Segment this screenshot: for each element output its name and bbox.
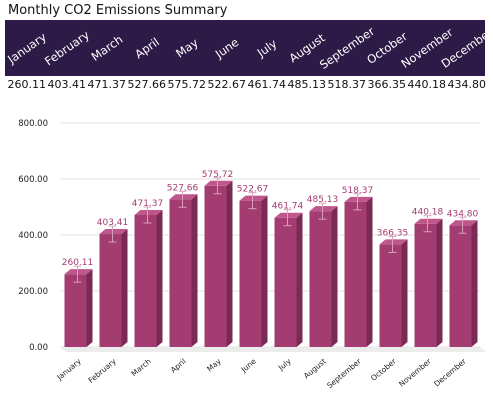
- table-value-june: 522.67: [207, 78, 247, 91]
- bar-side: [191, 194, 198, 347]
- bar-side: [471, 220, 478, 347]
- y-tick-label: 400.00: [18, 231, 48, 241]
- x-tick-label: March: [129, 356, 152, 378]
- data-label: 434.80: [447, 209, 479, 219]
- data-label: 366.35: [377, 228, 409, 238]
- table-value-april: 527.66: [127, 78, 167, 91]
- data-label: 522.67: [237, 185, 269, 195]
- bar-top: [64, 269, 93, 275]
- bar: [239, 200, 262, 347]
- x-tick-label: September: [325, 356, 363, 390]
- bar-top: [99, 229, 128, 235]
- table-value-october: 366.35: [367, 78, 407, 91]
- data-label: 485.13: [307, 195, 339, 205]
- table-value-january: 260.11: [7, 78, 47, 91]
- bar-top: [344, 196, 373, 202]
- table-value-august: 485.13: [287, 78, 327, 91]
- bar-side: [156, 210, 163, 347]
- bar-top: [379, 239, 408, 245]
- bar-side: [121, 229, 128, 347]
- bar-side: [331, 206, 338, 347]
- bar-top: [309, 206, 338, 212]
- bar: [274, 217, 297, 347]
- data-label: 260.11: [62, 258, 94, 268]
- bar: [414, 223, 437, 347]
- bar: [344, 201, 367, 347]
- bar-top: [239, 195, 268, 201]
- bar-top: [449, 220, 478, 226]
- bar-side: [436, 218, 443, 347]
- table-value-may: 575.72: [167, 78, 207, 91]
- bar-side: [261, 195, 268, 347]
- bar-top: [414, 218, 443, 224]
- bar: [64, 274, 87, 347]
- x-tick-label: November: [397, 356, 433, 389]
- bar: [169, 199, 192, 347]
- bar-top: [134, 210, 163, 216]
- bar: [309, 211, 332, 347]
- bar-top: [169, 194, 198, 200]
- x-tick-label: January: [54, 356, 83, 382]
- x-tick-label: February: [87, 356, 119, 385]
- bar-top: [204, 180, 233, 186]
- bar-side: [401, 239, 408, 347]
- bar-top: [274, 212, 303, 218]
- y-tick-label: 600.00: [18, 175, 48, 185]
- y-tick-label: 800.00: [18, 119, 48, 129]
- bar-side: [296, 212, 303, 347]
- data-label: 471.37: [132, 199, 164, 209]
- table-value-september: 518.37: [327, 78, 367, 91]
- bar: [379, 244, 402, 347]
- table-value-march: 471.37: [87, 78, 127, 91]
- x-tick-label: July: [276, 356, 293, 373]
- data-label: 440.18: [412, 208, 444, 218]
- bar-side: [366, 196, 373, 347]
- x-tick-label: October: [369, 356, 398, 383]
- x-tick-label: May: [205, 356, 223, 373]
- table-value-july: 461.74: [247, 78, 287, 91]
- x-tick-label: April: [169, 357, 188, 375]
- x-tick-label: August: [302, 357, 328, 381]
- chart-title: Monthly CO2 Emissions Summary: [8, 3, 228, 18]
- x-tick-label: June: [239, 356, 258, 374]
- bar-side: [226, 180, 233, 347]
- table-value-november: 440.18: [407, 78, 447, 91]
- y-tick-label: 200.00: [18, 287, 48, 297]
- table-value-february: 403.41: [47, 78, 87, 91]
- bar: [99, 234, 122, 347]
- bar: [204, 185, 227, 347]
- y-tick-label: 0.00: [29, 343, 48, 353]
- data-label: 461.74: [272, 202, 304, 212]
- table-value-december: 434.80: [447, 78, 487, 91]
- chart-floor: [60, 347, 486, 352]
- data-label: 527.66: [167, 183, 199, 193]
- x-tick-label: December: [432, 356, 468, 388]
- table-header-band: [5, 20, 485, 76]
- bar: [449, 225, 472, 347]
- bar: [134, 215, 157, 347]
- data-label: 575.72: [202, 170, 234, 180]
- bar-side: [86, 269, 93, 347]
- data-label: 518.37: [342, 186, 374, 196]
- data-label: 403.41: [97, 218, 129, 228]
